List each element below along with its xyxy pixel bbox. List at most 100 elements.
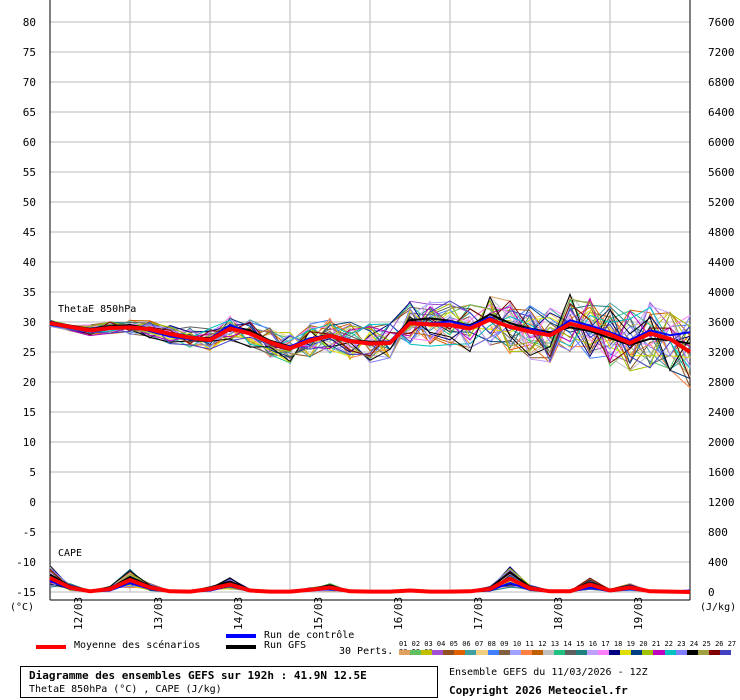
x-tick-label: 14/03 <box>232 597 245 630</box>
right-tick-label: 1600 <box>708 466 735 479</box>
thetae-moyenne-des-sc-narios-line <box>49 317 692 354</box>
pert-color-swatch <box>631 650 643 655</box>
pert-color-swatch <box>564 650 576 655</box>
pert-color-swatch <box>509 650 521 655</box>
perturbation-thetae-line <box>49 292 691 372</box>
right-tick-label: 3600 <box>708 316 735 329</box>
left-tick-label: 30 <box>23 316 36 329</box>
right-tick-label: 2000 <box>708 436 735 449</box>
pert-color-swatch <box>697 650 709 655</box>
right-tick-label: 4400 <box>708 256 735 269</box>
copyright: Copyright 2026 Meteociel.fr <box>449 684 628 697</box>
left-tick-label: 15 <box>23 406 36 419</box>
grid-lines <box>49 0 691 601</box>
pert-color-swatch <box>421 650 433 655</box>
perturbation-thetae-line <box>49 307 691 364</box>
right-tick-label: 400 <box>708 556 728 569</box>
main-series-lines <box>49 313 692 594</box>
pert-color-swatch <box>675 650 687 655</box>
pert-color-swatch <box>708 650 720 655</box>
left-axis-unit: (°C) <box>10 602 34 613</box>
pert-color-swatch <box>686 650 698 655</box>
pert-color-swatch <box>609 650 621 655</box>
pert-color-swatch <box>531 650 543 655</box>
left-tick-label: 35 <box>23 286 36 299</box>
run-info: Ensemble GEFS du 11/03/2026 - 12Z <box>449 667 648 678</box>
legend-control-label: Run de contrôle <box>264 630 355 641</box>
pert-color-swatch <box>476 650 488 655</box>
pert-color-swatch <box>598 650 610 655</box>
legend-perts-label: 30 Perts. <box>339 646 394 657</box>
perturbation-thetae-line <box>49 305 691 365</box>
right-tick-label: 4800 <box>708 226 735 239</box>
right-tick-label: 6400 <box>708 106 735 119</box>
pert-color-swatch <box>399 650 411 655</box>
left-tick-label: 55 <box>23 166 36 179</box>
pert-color-swatch <box>542 650 554 655</box>
legend-gfs-label: Run GFS <box>264 640 307 651</box>
left-tick-label: 70 <box>23 76 36 89</box>
right-tick-label: 7600 <box>708 16 735 29</box>
pert-color-swatch <box>454 650 466 655</box>
left-tick-label: 50 <box>23 196 36 209</box>
pert-color-swatch <box>620 650 632 655</box>
pert-color-swatch <box>642 650 654 655</box>
x-tick-label: 19/03 <box>632 597 645 630</box>
right-tick-label: 3200 <box>708 346 735 359</box>
pert-color-swatch <box>653 650 665 655</box>
left-tick-label: 20 <box>23 376 36 389</box>
perturbation-thetae-line <box>49 309 691 363</box>
right-tick-label: 800 <box>708 526 728 539</box>
left-tick-label: 25 <box>23 346 36 359</box>
pert-color-swatch <box>520 650 532 655</box>
left-tick-label: 65 <box>23 106 36 119</box>
left-tick-label: 80 <box>23 16 36 29</box>
thetae-annotation: ThetaE 850hPa <box>58 304 136 315</box>
x-axis-ticks: 12/03 13/03 14/03 15/03 16/03 17/03 18/03 19/03 <box>72 597 645 630</box>
left-tick-label: 60 <box>23 136 36 149</box>
pert-color-swatch <box>576 650 588 655</box>
legend-control-swatch <box>226 634 256 638</box>
pert-color-swatch <box>410 650 422 655</box>
perturbation-thetae-line <box>49 303 691 364</box>
left-tick-label: 75 <box>23 46 36 59</box>
left-tick-label: 5 <box>29 466 36 479</box>
right-axis-ticks: 7600720068006400600056005200480044004000… <box>708 16 735 599</box>
pert-color-swatch <box>719 650 731 655</box>
perturbation-thetae-line <box>49 299 691 364</box>
pert-color-swatch <box>664 650 676 655</box>
left-tick-label: -5 <box>23 526 36 539</box>
left-tick-label: 45 <box>23 226 36 239</box>
cape-annotation: CAPE <box>58 548 82 559</box>
right-tick-label: 2400 <box>708 406 735 419</box>
perturbation-thetae-line <box>49 299 691 372</box>
x-tick-label: 17/03 <box>472 597 485 630</box>
right-tick-label: 4000 <box>708 286 735 299</box>
right-tick-label: 6800 <box>708 76 735 89</box>
legend-gfs-swatch <box>226 645 256 649</box>
pert-color-swatch <box>443 650 455 655</box>
x-tick-label: 15/03 <box>312 597 325 630</box>
left-tick-label: -15 <box>16 586 36 599</box>
right-tick-label: 7200 <box>708 46 735 59</box>
left-tick-label: 10 <box>23 436 36 449</box>
right-tick-label: 2800 <box>708 376 735 389</box>
perturbation-thetae-line <box>49 297 691 363</box>
perturbation-thetae-line <box>49 294 691 371</box>
cape-moyenne-des-sc-narios-line <box>49 576 691 594</box>
pert-color-swatch <box>432 650 444 655</box>
legend-pert-colors <box>399 650 731 655</box>
right-tick-label: 0 <box>708 586 715 599</box>
right-axis-unit: (J/kg) <box>700 602 736 613</box>
pert-color-swatch <box>553 650 565 655</box>
legend-mean-label: Moyenne des scénarios <box>74 640 201 651</box>
x-tick-label: 16/03 <box>392 597 405 630</box>
pert-color-swatch <box>587 650 599 655</box>
footer-subtitle: ThetaE 850hPa (°C) , CAPE (J/kg) <box>29 684 222 695</box>
pert-color-swatch <box>487 650 499 655</box>
pert-color-swatch <box>465 650 477 655</box>
right-tick-label: 5200 <box>708 196 735 209</box>
